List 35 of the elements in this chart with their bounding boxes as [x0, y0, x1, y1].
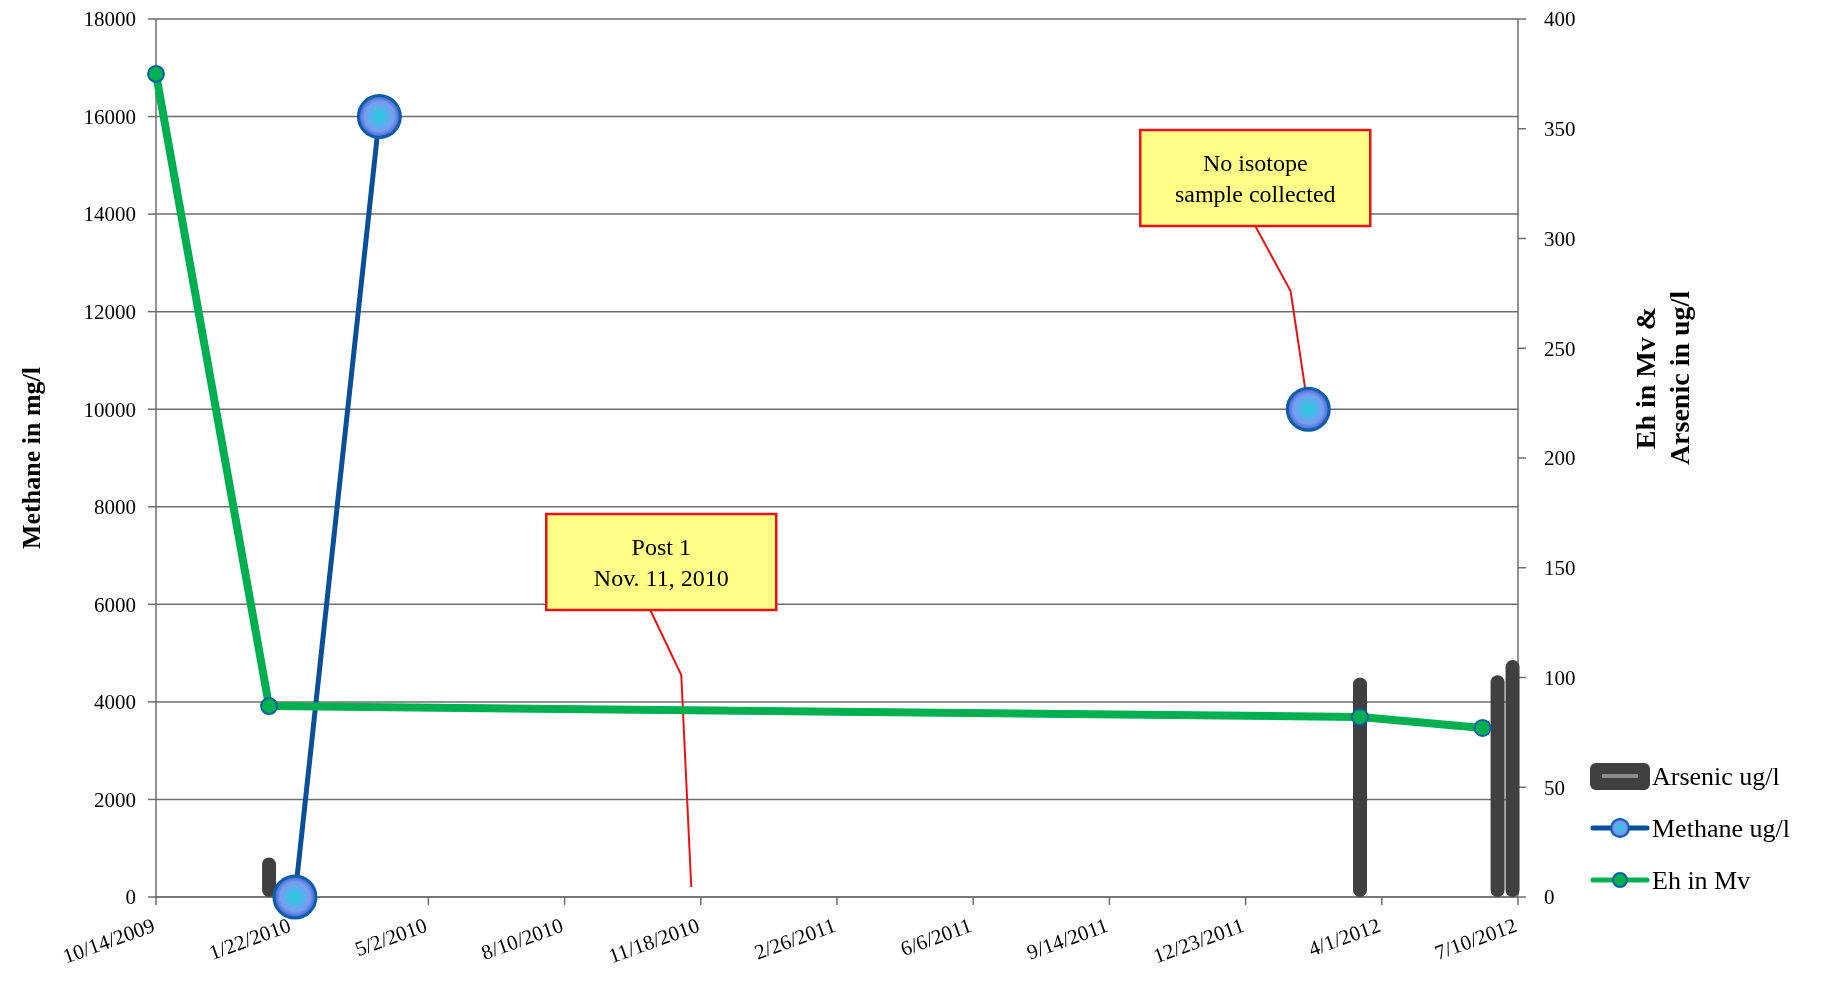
legend-label: Arsenic ug/l [1652, 762, 1780, 792]
y2-tick-label: 0 [1544, 885, 1555, 910]
y-tick-label: 12000 [83, 300, 136, 325]
bar [1353, 677, 1368, 897]
y-tick-label: 8000 [94, 495, 136, 520]
point [147, 64, 165, 83]
point [1351, 708, 1370, 727]
y2-tick-label: 50 [1544, 775, 1565, 800]
y-axis-title: Methane in mg/l [17, 367, 46, 549]
y-tick-label: 18000 [83, 7, 136, 32]
annotation: Post 1 Nov. 11, 2010 [593, 534, 729, 592]
y-tick-label: 4000 [94, 690, 136, 715]
y2-tick-label: 100 [1544, 665, 1576, 690]
annotation: No isotope sample collected [1174, 150, 1336, 208]
y2-tick-label: 150 [1544, 556, 1576, 581]
point [272, 874, 318, 920]
point [356, 94, 402, 140]
y-tick-label: 0 [125, 885, 136, 910]
y-tick-label: 10000 [83, 397, 136, 422]
y2-axis-title: Eh in Mv & Arsenic in ug/l [1630, 290, 1695, 466]
y-tick-label: 14000 [83, 202, 136, 227]
y2-tick-label: 200 [1544, 446, 1576, 471]
y2-tick-label: 350 [1544, 117, 1576, 142]
y-tick-label: 6000 [94, 592, 136, 617]
point [260, 697, 279, 716]
y2-tick-label: 300 [1544, 226, 1576, 251]
point [1285, 386, 1331, 432]
y-tick-label: 16000 [83, 104, 136, 129]
y2-tick-label: 250 [1544, 336, 1576, 361]
y-tick-label: 2000 [94, 787, 136, 812]
y2-tick-label: 400 [1544, 7, 1576, 32]
x-tick-label: 4/1/2012 [1305, 913, 1384, 962]
point [1473, 718, 1492, 737]
legend-label: Methane ug/l [1652, 814, 1790, 844]
legend-label: Eh in Mv [1652, 866, 1751, 896]
